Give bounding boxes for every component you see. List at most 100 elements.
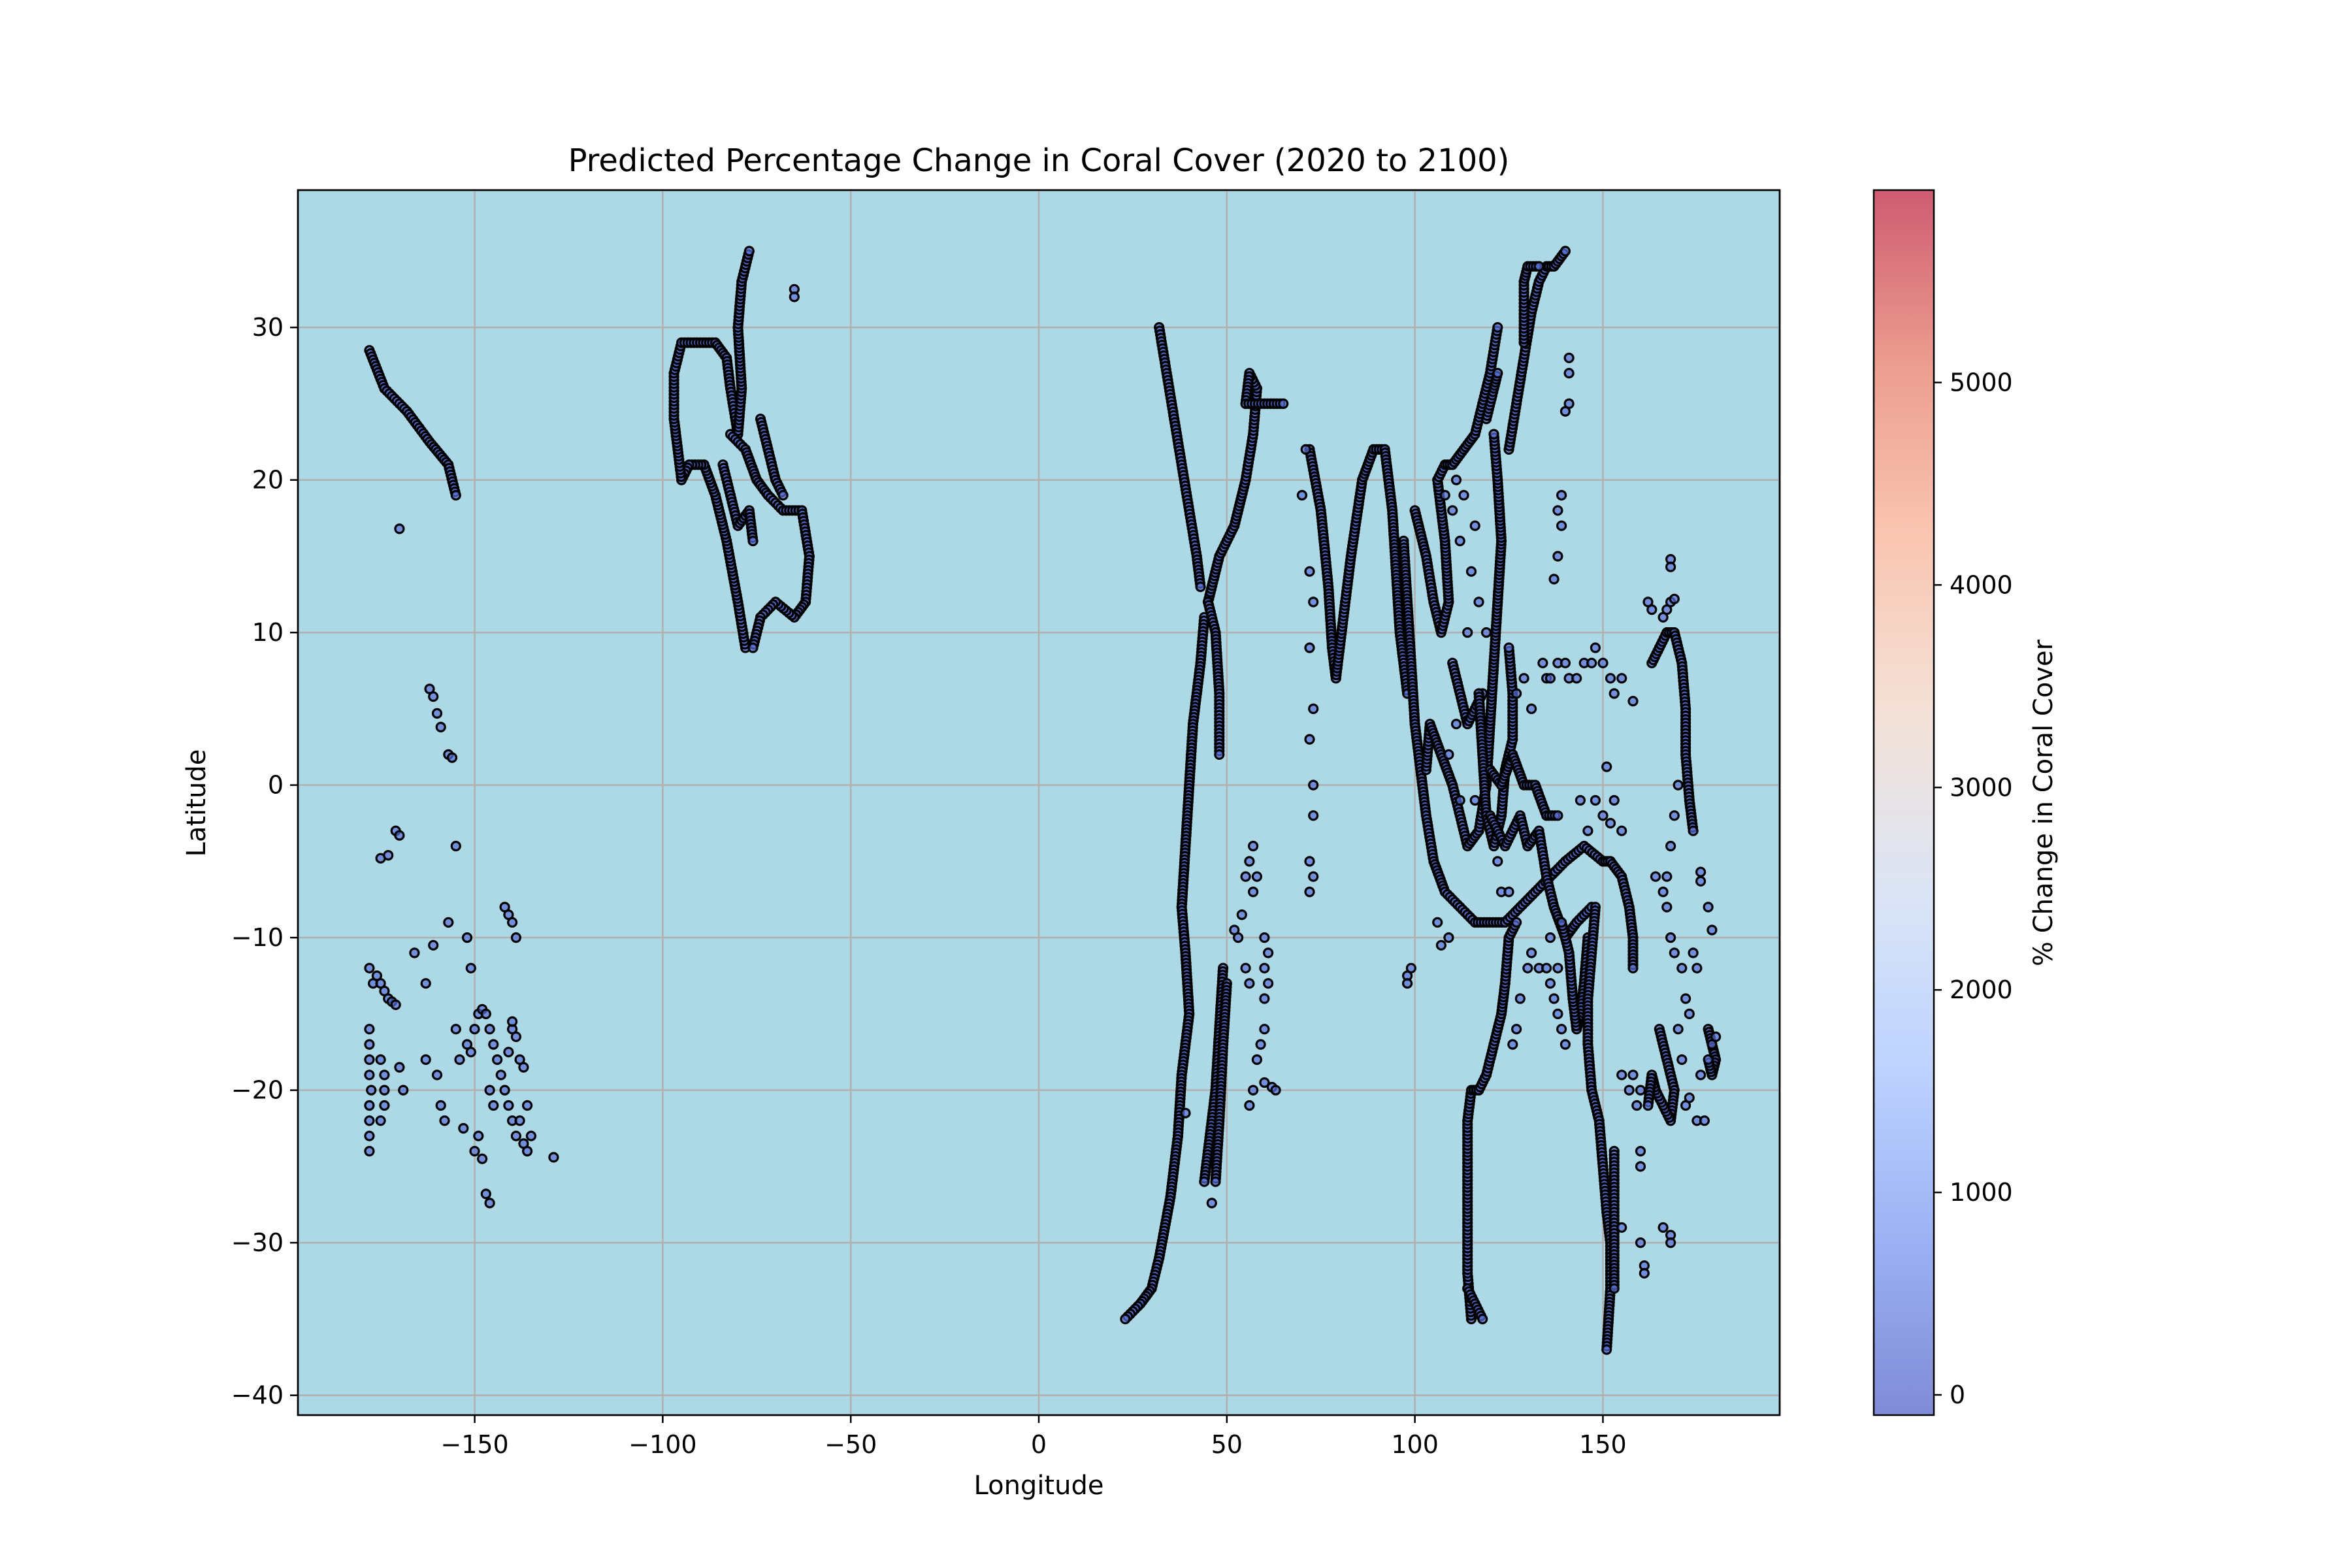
- data-point: [1443, 749, 1454, 760]
- data-point: [1661, 871, 1673, 882]
- data-point: [1259, 1077, 1270, 1088]
- data-point: [431, 1070, 443, 1081]
- data-point: [1635, 1161, 1646, 1172]
- data-point: [1665, 561, 1676, 572]
- chart-title: Predicted Percentage Change in Coral Cov…: [568, 142, 1510, 179]
- data-point: [1560, 246, 1571, 257]
- data-point: [394, 523, 405, 534]
- data-point: [1586, 657, 1597, 668]
- data-point: [375, 1115, 386, 1126]
- data-point: [1556, 917, 1567, 928]
- data-point: [1259, 932, 1270, 943]
- data-point: [1304, 886, 1315, 898]
- data-point: [1526, 703, 1537, 715]
- y-tick-label: −40: [231, 1381, 284, 1410]
- data-point: [1304, 856, 1315, 867]
- data-point: [364, 1145, 375, 1157]
- data-point: [1597, 810, 1609, 821]
- data-point: [506, 917, 518, 928]
- data-point: [469, 1024, 480, 1035]
- data-point: [398, 1085, 409, 1096]
- y-tick-label: 0: [268, 771, 284, 800]
- data-point: [488, 1039, 499, 1050]
- data-point: [1691, 962, 1703, 973]
- data-point: [1552, 962, 1563, 973]
- data-point: [1308, 871, 1319, 882]
- data-point: [379, 1085, 390, 1096]
- data-point: [1259, 993, 1270, 1004]
- data-point: [789, 291, 800, 302]
- data-point: [1695, 1070, 1707, 1081]
- data-point: [1492, 368, 1503, 379]
- y-tick-label: −30: [231, 1228, 284, 1257]
- data-point: [1635, 1237, 1646, 1249]
- data-point: [1244, 1100, 1255, 1111]
- data-point: [1458, 489, 1469, 501]
- data-point: [1560, 406, 1571, 417]
- data-point: [1665, 840, 1676, 852]
- data-point: [1511, 688, 1522, 699]
- data-point: [465, 1047, 476, 1058]
- data-point: [1300, 444, 1311, 455]
- data-point: [518, 1062, 529, 1073]
- data-point: [1552, 505, 1563, 516]
- data-point: [1556, 1024, 1567, 1035]
- data-point: [1627, 1070, 1639, 1081]
- data-point: [364, 1115, 375, 1126]
- data-point: [1537, 657, 1548, 668]
- data-point: [1676, 1054, 1688, 1066]
- colorbar-label: % Change in Coral Cover: [2029, 639, 2059, 966]
- data-point: [1627, 962, 1639, 973]
- data-point: [1304, 642, 1315, 653]
- data-point: [510, 1130, 522, 1141]
- data-point: [1511, 1024, 1522, 1035]
- data-point: [1469, 520, 1480, 531]
- data-point: [1605, 673, 1616, 684]
- data-point: [495, 1070, 506, 1081]
- data-point: [1699, 1115, 1710, 1126]
- data-point: [1465, 566, 1477, 577]
- data-point: [1624, 1085, 1635, 1096]
- data-point: [420, 978, 431, 989]
- data-point: [1251, 1054, 1263, 1066]
- data-point: [1244, 978, 1255, 989]
- data-point: [1514, 993, 1526, 1004]
- data-point: [420, 1054, 431, 1066]
- data-point: [1210, 1176, 1221, 1187]
- x-axis-ticks: −150 −100 −50 0 50 100 150: [440, 1415, 1627, 1459]
- data-point: [439, 1115, 450, 1126]
- data-point: [454, 1054, 465, 1066]
- data-point: [1548, 574, 1560, 585]
- data-point: [443, 917, 454, 928]
- data-point: [1518, 673, 1529, 684]
- data-point: [1236, 909, 1247, 921]
- data-point: [1206, 1198, 1217, 1209]
- x-tick-label: −100: [629, 1430, 696, 1459]
- data-point: [394, 1062, 405, 1073]
- data-point: [1443, 932, 1454, 943]
- data-point: [450, 489, 461, 501]
- data-point: [1556, 489, 1567, 501]
- data-point: [1247, 886, 1259, 898]
- y-axis-ticks: 30 20 10 0 −10 −20 −30 −40: [231, 313, 298, 1410]
- scatter-points: [364, 246, 1722, 1355]
- data-point: [1575, 794, 1586, 806]
- data-point: [1658, 886, 1669, 898]
- data-point: [1120, 1313, 1131, 1325]
- y-tick-label: 30: [252, 313, 284, 342]
- data-point: [1240, 962, 1251, 973]
- data-point: [364, 1130, 375, 1141]
- data-point: [499, 1085, 510, 1096]
- data-point: [1473, 596, 1484, 608]
- data-point: [383, 849, 394, 861]
- colorbar-ticks: 0 1000 2000 3000 4000 5000: [1934, 368, 2013, 1409]
- data-point: [1439, 489, 1450, 501]
- data-point: [1180, 1107, 1191, 1119]
- data-point: [491, 1054, 503, 1066]
- data-point: [1695, 866, 1707, 877]
- data-point: [1450, 474, 1462, 485]
- data-point: [1688, 825, 1699, 836]
- data-point: [1544, 978, 1556, 989]
- data-point: [1492, 322, 1503, 333]
